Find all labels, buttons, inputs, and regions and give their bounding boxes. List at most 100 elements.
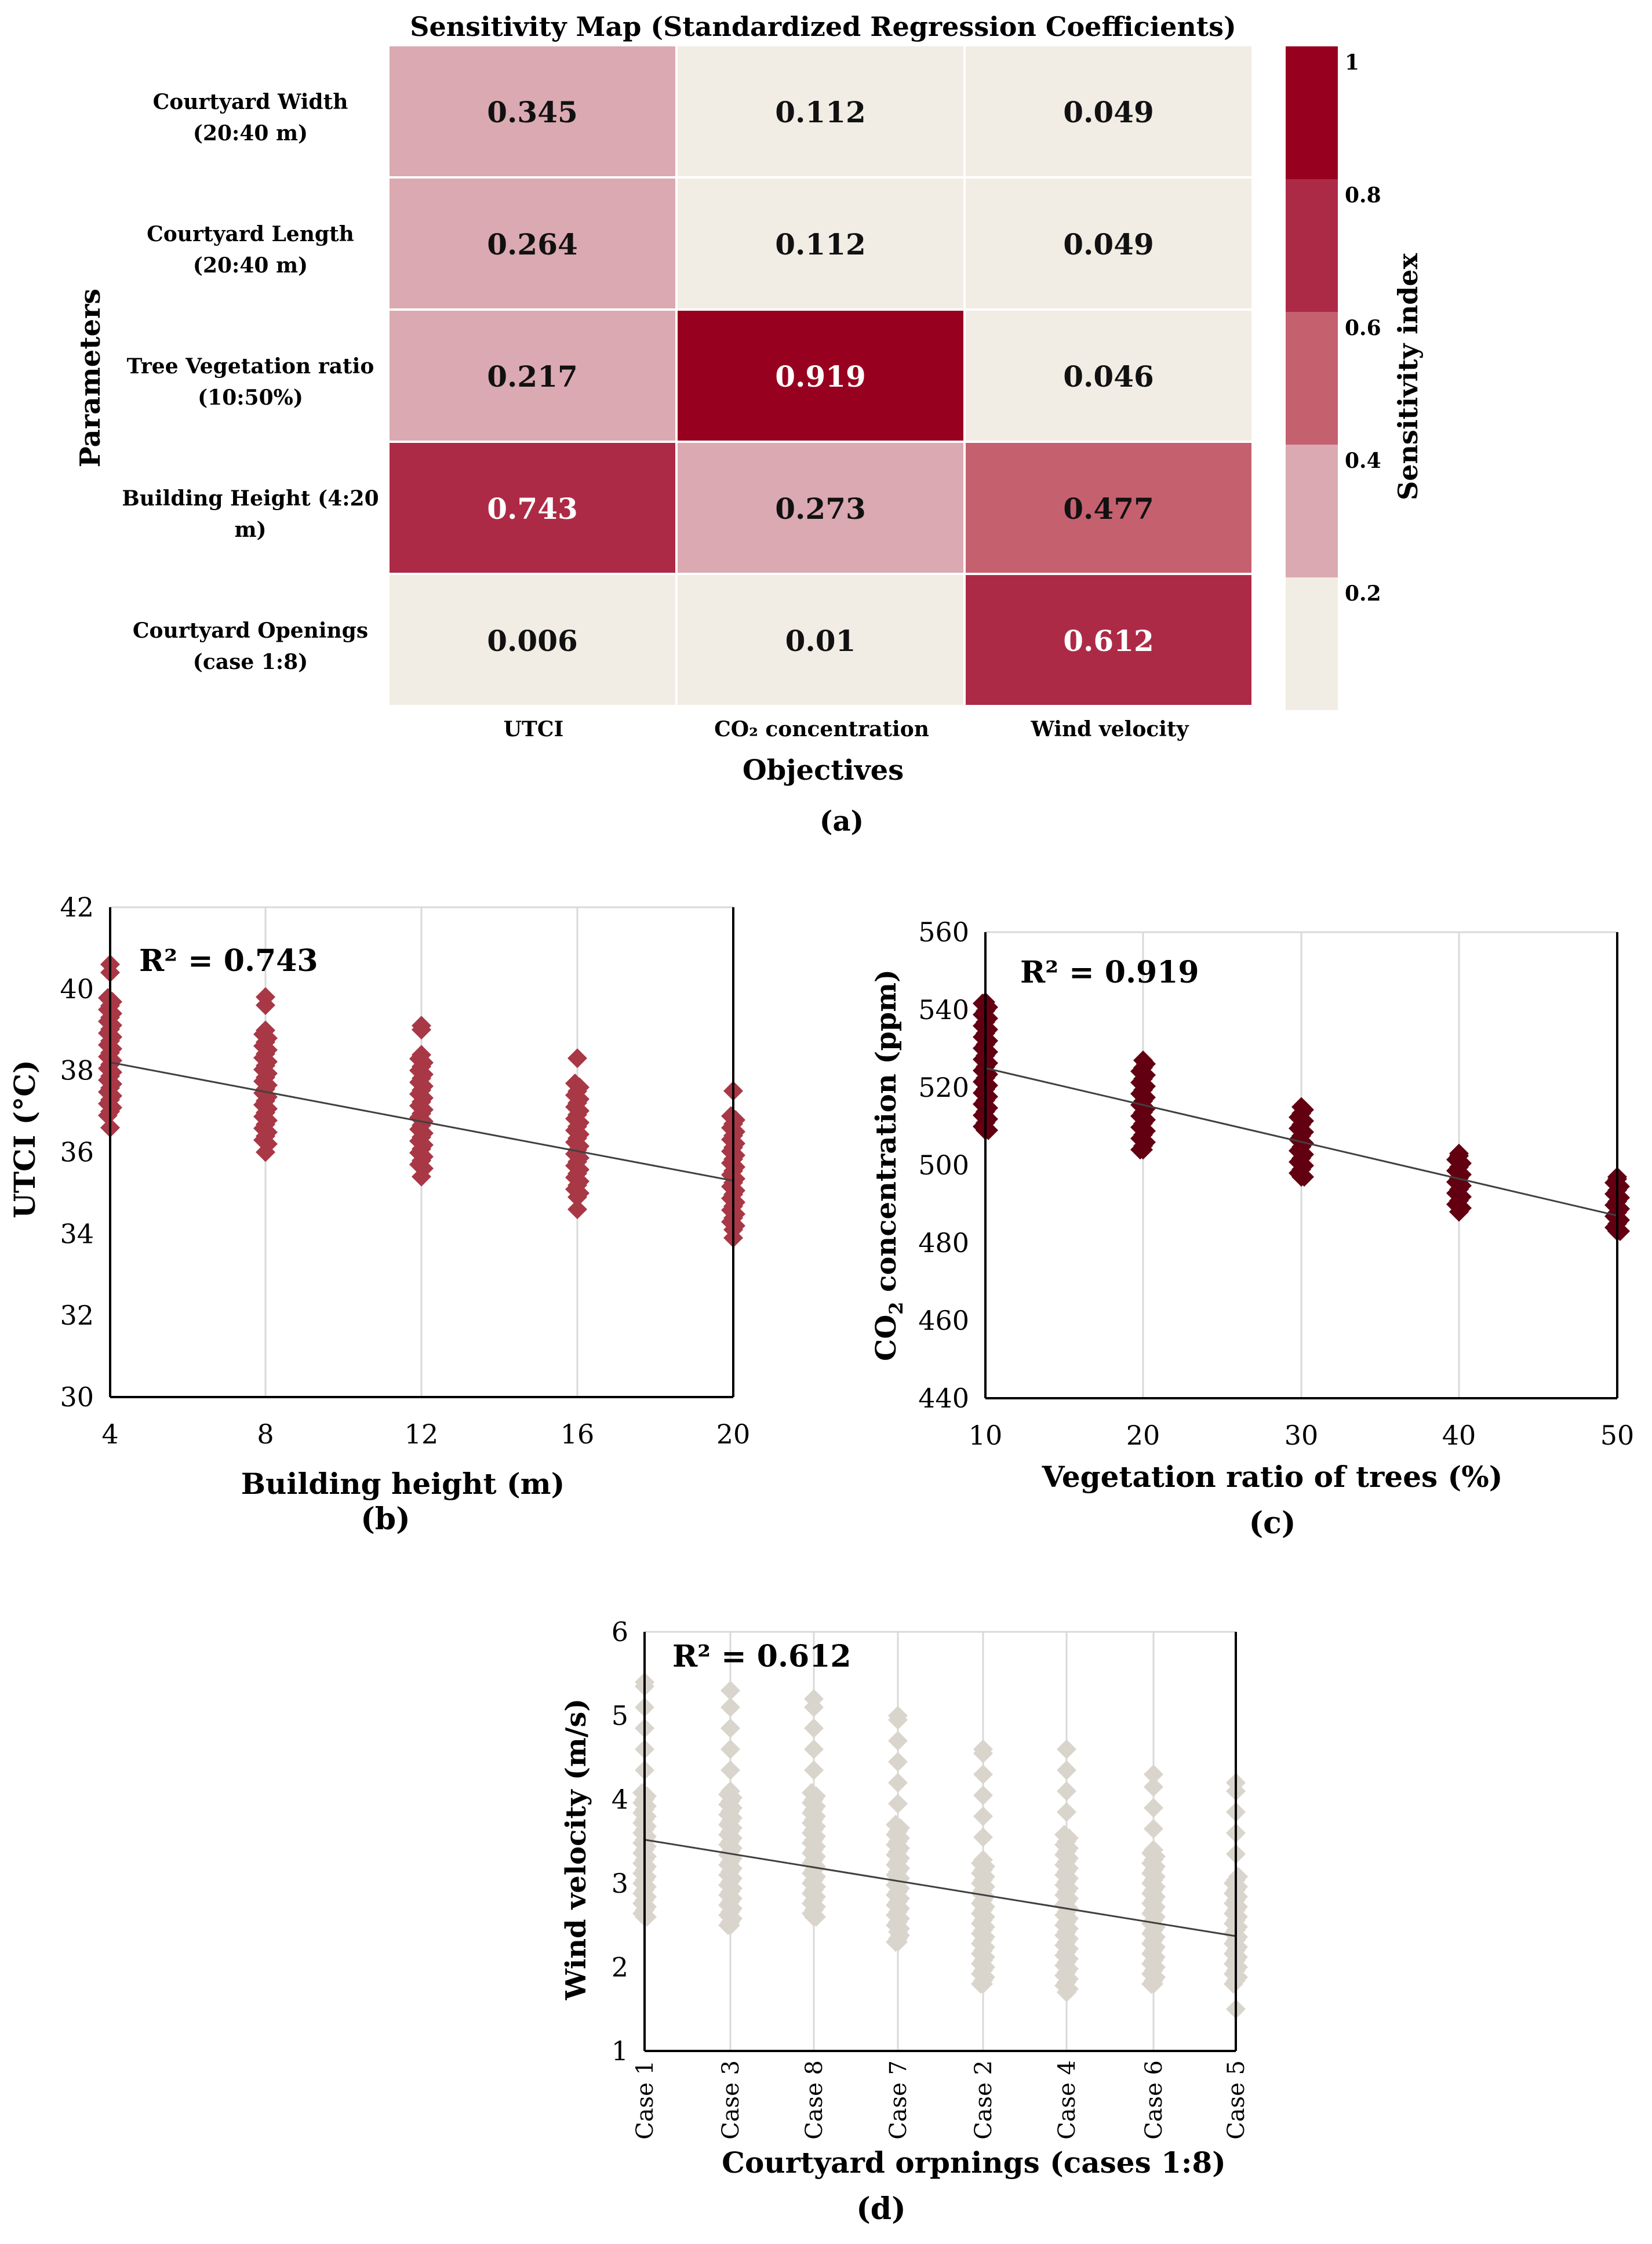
heatmap-cell xyxy=(966,46,1251,176)
x-tick-label: Case 8 xyxy=(801,2060,828,2140)
data-point xyxy=(721,1697,740,1718)
data-point xyxy=(721,1915,740,1936)
heatmap-cell xyxy=(966,311,1251,441)
colorbar-segment xyxy=(1286,577,1338,710)
co2-scatter-panel: 440 460 480 500 520 540 560 10 20 30 40 50 R² = 0.… xyxy=(870,916,1634,1541)
heatmap-row-label: Courtyard Openings xyxy=(133,619,368,643)
y-tick-label: 560 xyxy=(918,916,969,948)
data-point xyxy=(1144,1974,1163,1994)
heatmap-cell xyxy=(390,443,675,573)
x-tick-label: 40 xyxy=(1442,1420,1476,1451)
colorbar-segment xyxy=(1286,179,1338,312)
panel-b-trendline xyxy=(110,1061,734,1182)
heatmap-column-labels: UTCI CO₂ concentration Wind velocity xyxy=(504,717,1189,741)
data-point xyxy=(1449,1202,1469,1222)
x-tick-label: 16 xyxy=(561,1419,595,1450)
x-tick-label: Case 4 xyxy=(1054,2060,1080,2140)
heatmap-cell-value: 0.273 xyxy=(775,492,866,526)
data-point xyxy=(804,1739,824,1759)
heatmap-row-label: Courtyard Width xyxy=(153,90,348,114)
heatmap-cell-value: 0.049 xyxy=(1063,95,1154,129)
heatmap-cell-value: 0.217 xyxy=(487,359,578,394)
heatmap-y-axis-title: Parameters xyxy=(74,289,107,468)
panel-c-y-axis-title-rest: concentration (ppm) xyxy=(870,969,903,1301)
heatmap-x-axis-title: Objectives xyxy=(743,754,904,787)
data-point xyxy=(1057,1982,1076,2002)
panel-label-b: (b) xyxy=(361,1501,410,1537)
heatmap-column-label: CO₂ concentration xyxy=(714,717,929,741)
heatmap-cell-value: 0.112 xyxy=(775,95,866,129)
heatmap-title: Sensitivity Map (Standardized Regression… xyxy=(410,11,1236,42)
x-tick-label: 30 xyxy=(1285,1420,1319,1451)
heatmap-cell-value: 0.264 xyxy=(487,227,578,261)
data-point xyxy=(412,1016,431,1036)
heatmap-cell-value: 0.919 xyxy=(775,359,866,394)
y-tick-label: 1 xyxy=(612,2035,628,2067)
data-point xyxy=(1057,1781,1076,1801)
heatmap-cell xyxy=(678,443,963,573)
x-tick-label: 20 xyxy=(716,1419,751,1450)
panel-b-r-squared: R² = 0.743 xyxy=(139,943,318,979)
data-point xyxy=(888,1730,908,1751)
colorbar: 1 0.8 0.6 0.4 0.2 xyxy=(1286,46,1381,710)
data-point xyxy=(973,1806,993,1827)
heatmap-cell-value: 0.046 xyxy=(1063,359,1154,394)
panel-d-points xyxy=(632,1672,1248,2019)
x-tick-label: 20 xyxy=(1126,1420,1160,1451)
y-tick-label: 40 xyxy=(60,973,94,1005)
heatmap-cell-value: 0.612 xyxy=(1063,624,1154,658)
data-point xyxy=(1144,1819,1163,1839)
panel-c-axes xyxy=(984,932,1618,1399)
y-tick-label: 36 xyxy=(60,1137,94,1168)
data-point xyxy=(973,1739,993,1759)
heatmap-cell xyxy=(390,179,675,308)
data-point xyxy=(256,1020,275,1041)
panel-d-y-axis-title: Wind velocity (m/s) xyxy=(560,1699,592,2001)
x-tick-label: 4 xyxy=(101,1419,118,1450)
data-point xyxy=(1057,1760,1076,1780)
heatmap-cell xyxy=(678,311,963,441)
data-point xyxy=(1291,1167,1311,1187)
heatmap-column-label: Wind velocity xyxy=(1030,717,1189,741)
data-point xyxy=(886,1814,905,1835)
data-point xyxy=(973,1764,993,1784)
data-point xyxy=(1449,1143,1469,1163)
data-point xyxy=(804,1907,824,1927)
y-tick-label: 3 xyxy=(612,1868,628,1899)
data-point xyxy=(721,1760,740,1780)
heatmap-cell xyxy=(678,179,963,308)
panel-b-y-ticks: 30 32 34 36 38 40 42 xyxy=(60,892,94,1413)
data-point xyxy=(412,1045,431,1065)
x-tick-label: 8 xyxy=(257,1419,274,1450)
y-tick-label: 4 xyxy=(612,1784,628,1815)
data-point xyxy=(1144,1839,1163,1860)
data-point xyxy=(1228,1867,1248,1887)
data-point xyxy=(888,1932,908,1952)
heatmap-cell xyxy=(966,575,1251,705)
data-point xyxy=(1133,1050,1153,1071)
panel-d-x-axis-title: Courtyard orpnings (cases 1:8) xyxy=(722,2145,1226,2180)
y-tick-label: 42 xyxy=(60,892,94,923)
heatmap-row-label: Building Height (4:20 xyxy=(122,486,379,511)
x-tick-label: 10 xyxy=(969,1420,1003,1451)
colorbar-tick-label: 0.2 xyxy=(1345,581,1381,606)
data-point xyxy=(567,1048,587,1068)
colorbar-label: Sensitivity index xyxy=(1392,253,1424,500)
panel-d-trendline xyxy=(644,1839,1236,1937)
y-tick-label: 460 xyxy=(918,1305,969,1336)
heatmap-cell-value: 0.743 xyxy=(487,492,578,526)
panel-d-y-ticks: 1 2 3 4 5 6 xyxy=(612,1616,628,2067)
heatmap-panel: Sensitivity Map (Standardized Regression… xyxy=(74,11,1424,838)
y-tick-label: 440 xyxy=(918,1383,969,1414)
colorbar-segment xyxy=(1286,46,1338,179)
heatmap-cell-value: 0.345 xyxy=(487,95,578,129)
heatmap-cell-value: 0.477 xyxy=(1063,492,1154,526)
heatmap-cell-value: 0.01 xyxy=(785,624,856,658)
data-point xyxy=(1291,1097,1311,1117)
panel-c-points xyxy=(973,992,1630,1241)
data-point xyxy=(888,1773,908,1793)
panel-c-y-axis-title: CO2 concentration (ppm) xyxy=(870,969,907,1361)
data-point xyxy=(804,1718,824,1739)
data-point xyxy=(888,1794,908,1814)
x-tick-label: Case 1 xyxy=(632,2060,658,2140)
